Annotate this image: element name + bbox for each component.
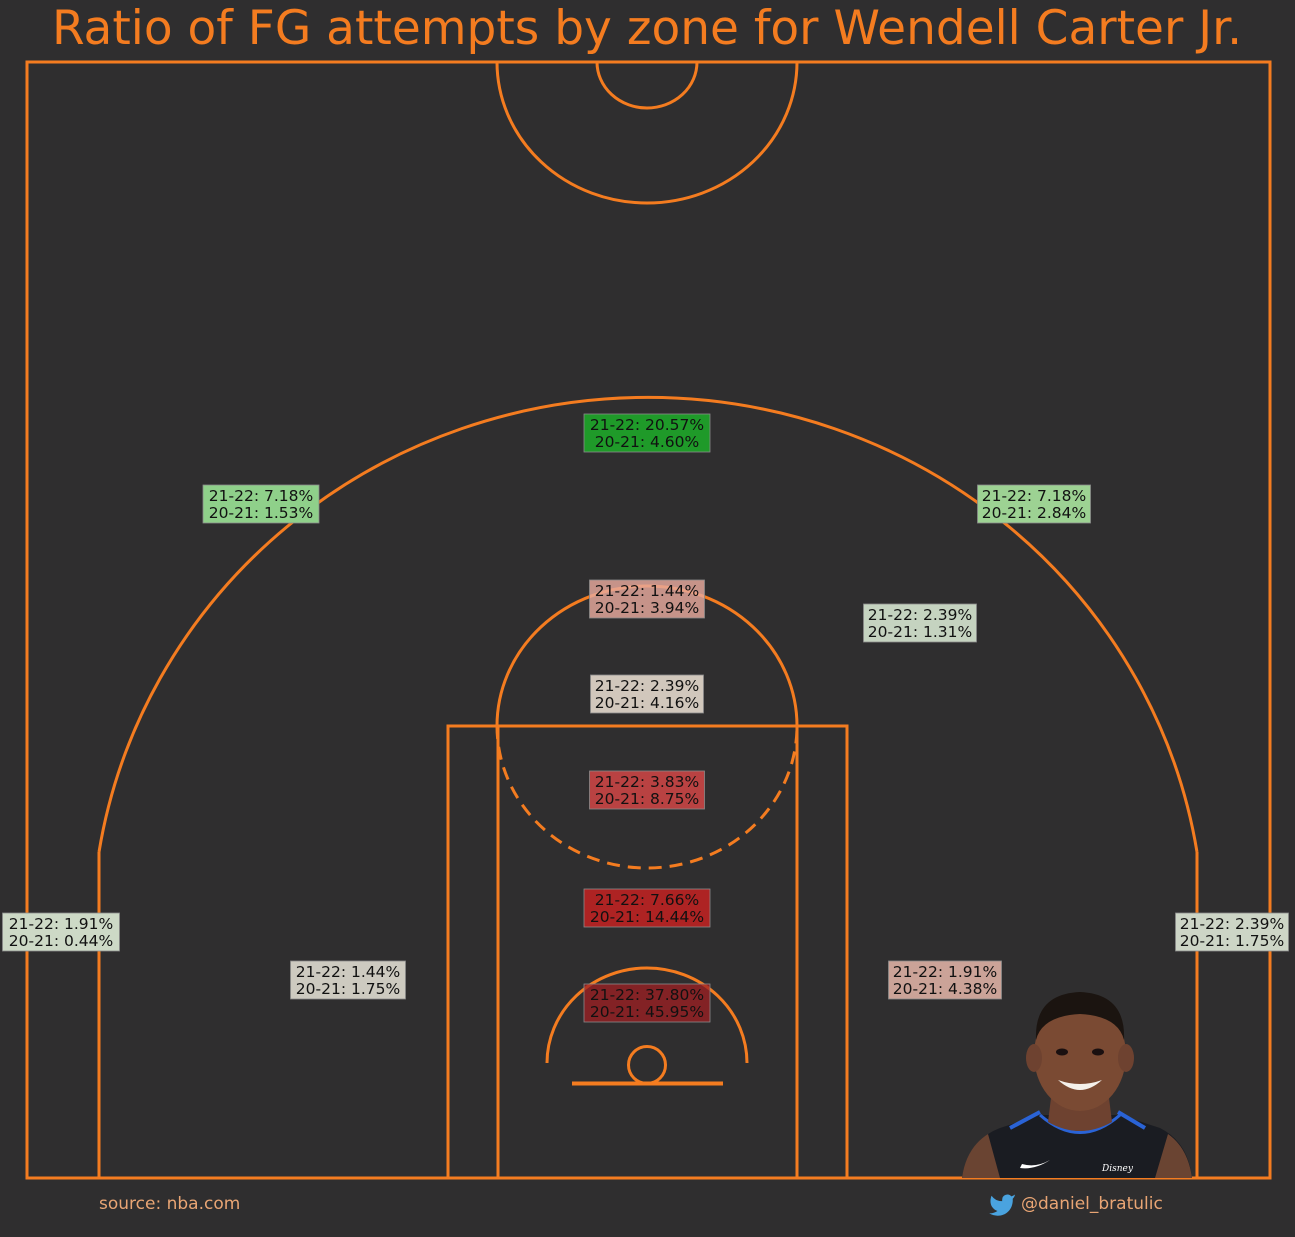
zone-value-21-22: 21-22: 1.44% [296,963,400,981]
court-lines [25,60,1272,1180]
zone-label-box [589,770,705,810]
center-circle-inner [595,61,699,110]
zone-label-above-break-3-right-wing: 21-22: 7.18%20-21: 2.84% [977,484,1091,524]
zone-value-21-22: 21-22: 2.39% [595,677,699,695]
zone-value-20-21: 20-21: 14.44% [590,908,704,926]
hoop-rim [627,1045,667,1085]
three-point-arc [97,395,1199,853]
zone-label-box [1175,912,1289,952]
zone-label-box [583,888,711,928]
source-label: source: nba.com [99,1194,240,1214]
zone-label-mid-range-top-of-key: 21-22: 1.44%20-21: 3.94% [589,579,705,619]
zone-value-21-22: 21-22: 2.39% [1180,915,1284,933]
zone-value-20-21: 20-21: 0.44% [9,932,113,950]
zone-label-mid-range-right-elbow: 21-22: 2.39%20-21: 1.31% [863,603,977,643]
zone-label-free-throw-line-area: 21-22: 2.39%20-21: 4.16% [590,674,704,714]
zone-value-20-21: 20-21: 1.75% [296,980,400,998]
zone-value-20-21: 20-21: 4.38% [893,980,997,998]
center-circle-outer [495,61,799,205]
zone-label-box [2,912,120,952]
zone-label-box [202,484,320,524]
zone-label-box [583,983,711,1023]
zone-label-box [290,960,406,1000]
zone-value-21-22: 21-22: 2.39% [868,606,972,624]
zone-label-mid-range-right-baseline: 21-22: 1.91%20-21: 4.38% [888,960,1002,1000]
zone-value-20-21: 20-21: 1.53% [209,504,313,522]
zone-label-restricted-area: 21-22: 37.80%20-21: 45.95% [583,983,711,1023]
zone-value-21-22: 21-22: 20.57% [590,416,704,434]
zone-value-20-21: 20-21: 3.94% [595,599,699,617]
zone-value-21-22: 21-22: 1.91% [9,915,113,933]
zone-value-20-21: 20-21: 8.75% [595,790,699,808]
chart-title: Ratio of FG attempts by zone for Wendell… [52,1,1242,56]
zone-label-paint-upper: 21-22: 3.83%20-21: 8.75% [589,770,705,810]
zone-label-box [589,579,705,619]
zone-value-21-22: 21-22: 37.80% [590,986,704,1004]
zone-label-box [888,960,1002,1000]
free-throw-circle-bottom-dashed [495,725,799,870]
zone-value-21-22: 21-22: 7.66% [595,891,699,909]
zone-label-left-corner-3: 21-22: 1.91%20-21: 0.44% [2,912,120,952]
zone-value-20-21: 20-21: 2.84% [982,504,1086,522]
zone-value-21-22: 21-22: 1.91% [893,963,997,981]
zone-label-above-break-3-center: 21-22: 20.57%20-21: 4.60% [583,413,711,453]
zone-label-box [863,603,977,643]
zone-label-box [977,484,1091,524]
zone-label-paint-lower: 21-22: 7.66%20-21: 14.44% [583,888,711,928]
zone-value-21-22: 21-22: 7.18% [982,487,1086,505]
zone-label-box [583,413,711,453]
svg-text:Disney: Disney [1101,1164,1134,1174]
zone-value-20-21: 20-21: 45.95% [590,1003,704,1021]
twitter-handle: @daniel_bratulic [1021,1194,1163,1214]
twitter-bird-icon [989,1194,1016,1216]
restricted-area-arc [545,966,749,1064]
zone-value-21-22: 21-22: 3.83% [595,773,699,791]
zone-label-box [590,674,704,714]
zone-label-mid-range-left-baseline: 21-22: 1.44%20-21: 1.75% [290,960,406,1000]
player-headshot-image: Disney [962,992,1192,1178]
zone-value-21-22: 21-22: 1.44% [595,582,699,600]
zone-value-20-21: 20-21: 4.60% [595,433,699,451]
zone-label-right-corner-3: 21-22: 2.39%20-21: 1.75% [1175,912,1289,952]
zone-value-20-21: 20-21: 1.75% [1180,932,1284,950]
zone-value-21-22: 21-22: 7.18% [209,487,313,505]
lane-inner [496,724,799,1180]
zone-labels: 21-22: 20.57%20-21: 4.60%21-22: 7.18%20-… [2,413,1289,1023]
zone-value-20-21: 20-21: 4.16% [595,694,699,712]
zone-value-20-21: 20-21: 1.31% [868,623,972,641]
zone-label-above-break-3-left-wing: 21-22: 7.18%20-21: 1.53% [202,484,320,524]
